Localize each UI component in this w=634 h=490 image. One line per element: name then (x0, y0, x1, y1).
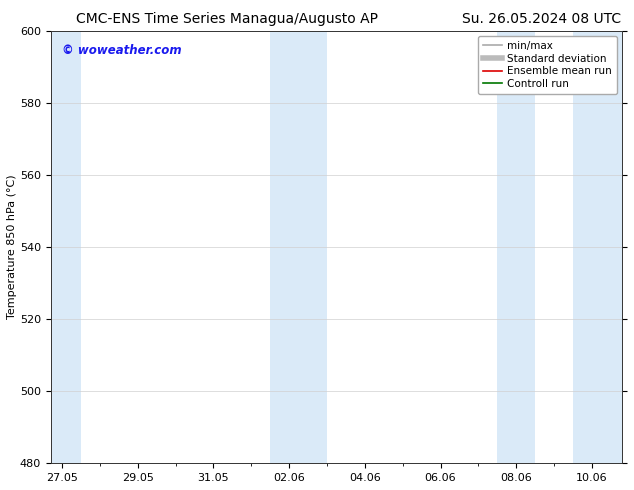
Bar (573, 30, 622, 464)
Y-axis label: Temperature 850 hPa (°C): Temperature 850 hPa (°C) (7, 174, 17, 319)
Text: © woweather.com: © woweather.com (62, 44, 182, 56)
Bar (51, 30, 81, 464)
Bar (270, 30, 327, 464)
Text: Su. 26.05.2024 08 UTC: Su. 26.05.2024 08 UTC (462, 12, 621, 26)
Bar (497, 30, 535, 464)
Text: CMC-ENS Time Series Managua/Augusto AP: CMC-ENS Time Series Managua/Augusto AP (76, 12, 378, 26)
Legend: min/max, Standard deviation, Ensemble mean run, Controll run: min/max, Standard deviation, Ensemble me… (478, 36, 617, 94)
